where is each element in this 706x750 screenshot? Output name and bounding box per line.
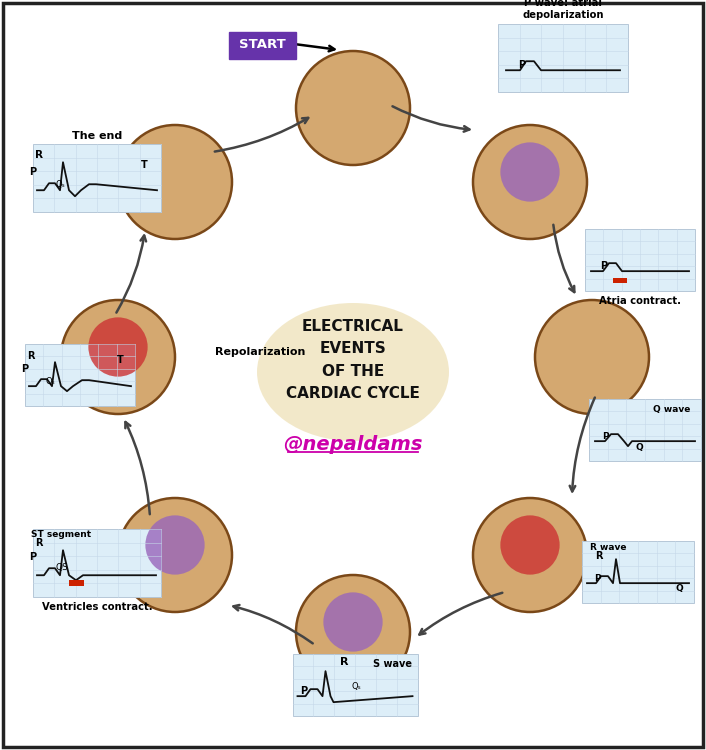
Text: P: P [594,574,601,584]
Circle shape [118,498,232,612]
Bar [25,344,135,406]
Text: P: P [29,167,36,177]
Circle shape [323,592,383,652]
Text: R: R [35,538,42,548]
Bar [498,24,628,92]
Text: P: P [301,686,308,696]
Bar [33,529,161,597]
Circle shape [145,515,205,574]
Circle shape [296,51,410,165]
Text: Q: Q [636,443,644,452]
Text: P wave: atrial
depolarization: P wave: atrial depolarization [522,0,604,20]
Text: The end: The end [72,131,122,141]
Text: Atria contract.: Atria contract. [599,296,681,306]
Circle shape [501,142,560,202]
Circle shape [501,515,560,574]
Text: T: T [141,160,148,170]
Bar [585,229,695,291]
Text: Repolarization: Repolarization [215,347,306,357]
Circle shape [296,575,410,689]
Circle shape [118,125,232,239]
Text: Qₛ: Qₛ [352,682,361,691]
Text: T: T [117,355,124,365]
Text: Ventricles contract.: Ventricles contract. [42,602,152,612]
Text: ELECTRICAL
EVENTS
OF THE
CARDIAC CYCLE: ELECTRICAL EVENTS OF THE CARDIAC CYCLE [286,320,420,400]
Circle shape [61,300,175,414]
Bar [613,278,627,284]
Text: Q wave: Q wave [653,405,690,414]
Text: Qₛ: Qₛ [55,180,65,189]
Circle shape [88,317,148,376]
Circle shape [473,498,587,612]
Circle shape [473,125,587,239]
Bar [589,399,701,461]
Text: QS: QS [55,563,68,572]
Bar [69,580,84,586]
Text: ST segment: ST segment [31,530,91,539]
Text: P: P [29,552,36,562]
Text: @nepaldams: @nepaldams [283,434,423,454]
Bar [582,541,694,603]
Text: R: R [35,150,43,160]
Ellipse shape [257,303,449,441]
Text: R: R [595,551,602,561]
Text: P: P [602,432,609,441]
Text: Q: Q [676,584,683,593]
Text: P: P [21,364,28,374]
Text: START: START [239,38,285,50]
Text: P: P [600,261,607,272]
Bar [33,144,161,212]
Text: Qₛ: Qₛ [45,377,55,386]
FancyBboxPatch shape [229,32,296,58]
Text: R: R [27,351,35,361]
Bar [292,654,417,716]
Text: R wave: R wave [590,543,626,552]
Text: S wave: S wave [373,659,412,669]
Text: P: P [518,60,525,70]
Circle shape [535,300,649,414]
Text: R: R [340,657,349,667]
